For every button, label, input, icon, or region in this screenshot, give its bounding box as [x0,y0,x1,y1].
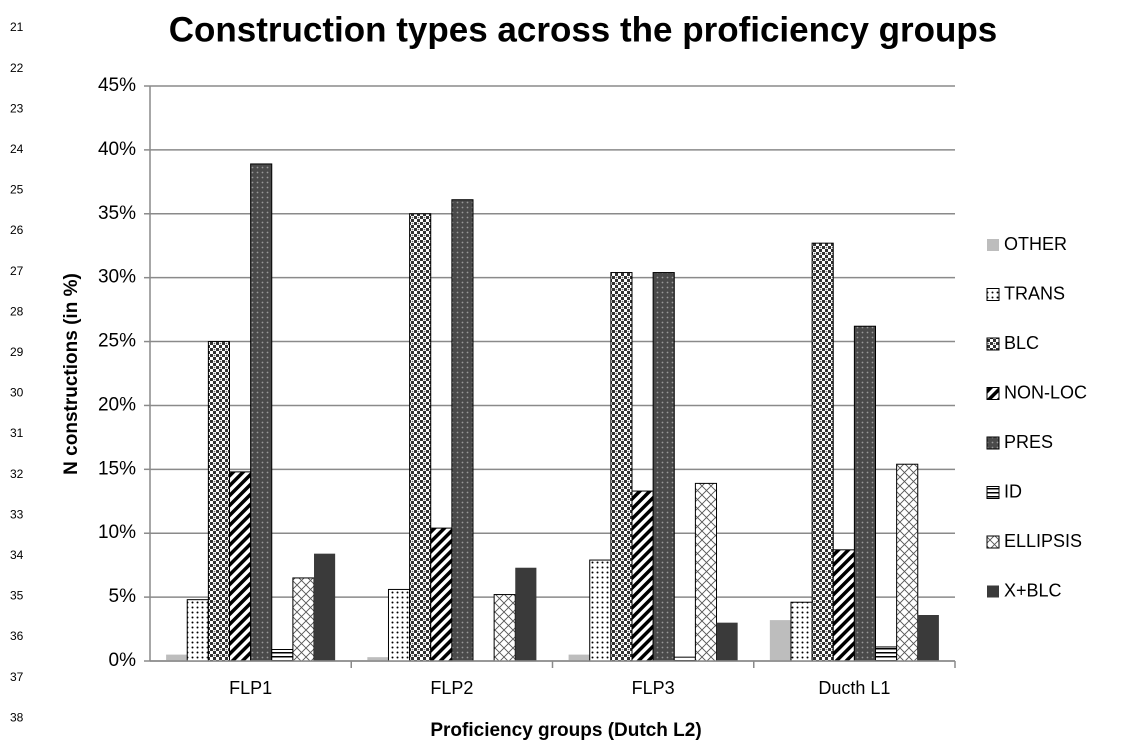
legend-swatch [986,486,1000,499]
x-tick-label: Ducth L1 [818,678,890,698]
bar [853,325,877,662]
x-tick-label: FLP3 [632,678,675,698]
bar [610,272,633,662]
bar [228,471,252,662]
legend-swatch [986,337,1000,351]
legend-swatch [986,535,1000,549]
line-number: 37 [10,670,24,684]
legend-label: PRES [1004,432,1053,452]
line-number: 29 [10,345,24,359]
legend-label: X+BLC [1004,580,1062,600]
line-number: 27 [10,264,24,278]
bar [811,242,834,662]
line-number: 32 [10,467,24,481]
y-tick-label: 45% [98,75,136,96]
legend-label: NON-LOC [1004,382,1087,402]
bar [207,341,230,662]
bar [589,559,612,662]
legend-label: ELLIPSIS [1004,531,1082,551]
y-tick-label: 0% [109,650,137,671]
bar [367,657,389,661]
x-tick-label: FLP1 [229,678,272,698]
bar [271,649,294,662]
bar [652,272,675,662]
bar [631,490,654,662]
bar [568,654,590,661]
bar [451,199,474,662]
y-tick-label: 5% [109,586,137,607]
line-number: 25 [10,183,24,197]
line-number: 23 [10,101,24,115]
bar [292,577,315,662]
bar [166,654,188,661]
bar [694,482,718,662]
bar [430,527,453,662]
chart-title: Construction types across the proficienc… [169,10,998,49]
y-tick-label: 35% [98,203,136,224]
bar [186,599,209,662]
legend-label: TRANS [1004,283,1065,303]
line-number: 31 [10,426,24,440]
line-number: 28 [10,304,24,318]
line-number: 22 [10,61,24,75]
bar [515,567,537,661]
line-number: 33 [10,507,24,521]
x-axis-label: Proficiency groups (Dutch L2) [430,720,701,741]
bar [917,615,939,661]
line-number: 26 [10,223,24,237]
legend-label: BLC [1004,333,1039,353]
legend-label: ID [1004,481,1022,501]
y-tick-label: 40% [98,139,136,160]
bar [875,646,898,662]
line-number: 38 [10,710,24,724]
bar [896,463,919,662]
line-number: 36 [10,629,24,643]
legend-swatch [986,288,1000,301]
line-number: 21 [10,20,24,34]
legend-swatch [987,239,999,251]
bar [832,549,855,662]
bar [387,588,411,662]
y-tick-label: 10% [98,522,136,543]
bar [409,213,432,662]
legend-swatch [987,585,999,598]
legend-label: OTHER [1004,234,1067,254]
y-tick-label: 25% [98,331,136,352]
line-number: 34 [10,548,24,562]
y-tick-label: 15% [98,458,136,479]
line-number: 30 [10,386,24,400]
bar [790,601,813,662]
x-tick-label: FLP2 [430,678,473,698]
legend-swatch [986,436,1000,450]
bar [493,594,516,662]
line-number: 24 [10,142,24,156]
bar [716,622,738,661]
y-tick-label: 20% [98,394,136,415]
line-number: 35 [10,589,24,603]
legend-swatch [986,387,1000,400]
bar [769,620,791,661]
y-tick-label: 30% [98,267,136,288]
bar [314,553,336,661]
y-axis-label: N constructions (in %) [61,273,82,475]
bar [250,163,273,662]
